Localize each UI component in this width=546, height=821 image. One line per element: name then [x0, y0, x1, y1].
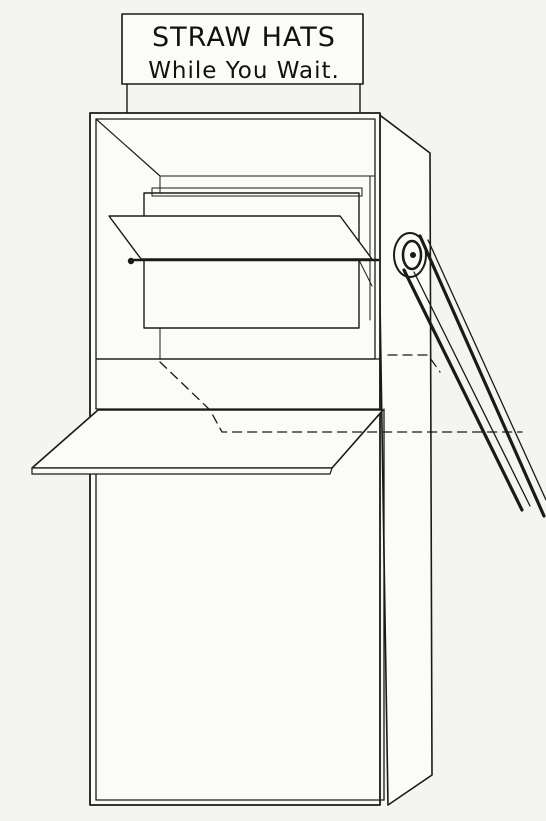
cabinet-side [376, 112, 433, 806]
sign-subtitle: While You Wait. [148, 58, 340, 84]
back-plate-edge [151, 187, 363, 197]
belt-strand [427, 239, 546, 501]
hidden-linkage [159, 361, 523, 433]
tray-edge [31, 467, 333, 475]
sign-title: STRAW HATS [152, 22, 336, 53]
hidden-lines [159, 354, 523, 433]
upper-plate [108, 215, 373, 260]
belt-strand [413, 271, 531, 507]
mid-rail [95, 358, 381, 410]
sign: STRAW HATS While You Wait. [121, 13, 364, 117]
plate-support [358, 259, 373, 287]
sign-board [121, 13, 364, 85]
drive [393, 232, 546, 518]
shaft-knob [127, 257, 135, 265]
belt-strand [418, 234, 546, 518]
hat-press [108, 187, 380, 329]
tray-top [31, 409, 384, 469]
opening-edge [95, 118, 161, 177]
pulley-axle [410, 252, 416, 258]
pulley-groove [401, 239, 423, 271]
hidden-linkage [387, 354, 441, 373]
tray [31, 409, 384, 475]
belt-strand [402, 268, 524, 512]
